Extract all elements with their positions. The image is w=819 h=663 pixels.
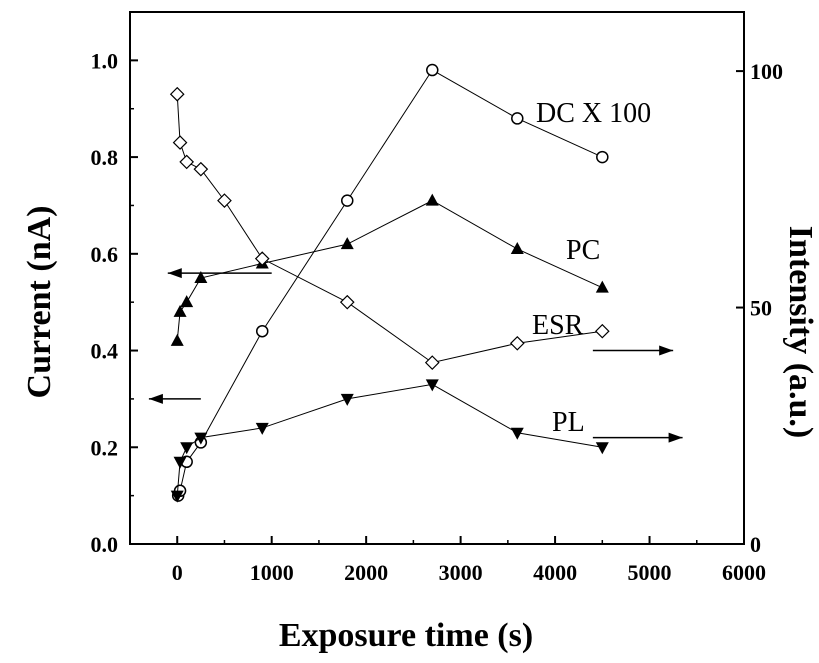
- data-point: [179, 154, 195, 170]
- data-point: [424, 355, 440, 370]
- data-point: [340, 237, 354, 250]
- data-point: [194, 271, 208, 283]
- series-layer: [169, 63, 610, 503]
- data-point: [173, 304, 187, 317]
- x-tick-label: 5000: [628, 560, 672, 585]
- plot-border: [129, 11, 745, 545]
- x-axis-title: Exposure time (s): [279, 617, 533, 654]
- data-point: [425, 379, 439, 392]
- data-point: [339, 294, 355, 310]
- data-point: [180, 442, 194, 455]
- y-tick-label: 0.4: [91, 339, 119, 364]
- series-label: PC: [566, 235, 600, 266]
- data-point: [426, 63, 439, 77]
- data-point: [595, 280, 609, 293]
- series-dc-x-100: [171, 63, 609, 502]
- data-point: [509, 335, 525, 351]
- series-label: ESR: [532, 310, 584, 341]
- y2-tick-label: 50: [750, 296, 772, 321]
- data-point: [194, 432, 208, 445]
- data-point: [341, 194, 354, 207]
- data-point: [340, 393, 354, 406]
- y-tick-label: 0.8: [91, 145, 119, 170]
- data-point: [172, 135, 188, 150]
- axis-indicator-arrow: [148, 393, 201, 404]
- data-point: [595, 442, 609, 455]
- x-tick-label: 4000: [533, 560, 577, 585]
- x-tick-label: 1000: [250, 560, 294, 585]
- series-line: [176, 383, 603, 496]
- x-tick-label: 2000: [344, 560, 388, 585]
- arrow-head: [659, 345, 674, 356]
- data-point: [193, 161, 209, 177]
- data-point: [170, 333, 184, 346]
- axis-ticks: 0 1000 2000 3000 4000 5000 60000.00.20.40.60.8…: [91, 11, 783, 585]
- data-point: [596, 150, 609, 164]
- y-axis-title: Current (nA): [21, 206, 58, 399]
- x-tick-label: 0: [172, 560, 183, 585]
- x-tick-label: 3000: [439, 560, 483, 585]
- axis-indicator-arrow: [592, 345, 674, 356]
- data-point: [594, 323, 610, 339]
- series-line: [176, 94, 603, 364]
- data-point: [255, 324, 269, 338]
- arrow-head: [148, 393, 163, 404]
- data-point: [511, 112, 524, 125]
- data-point: [180, 295, 194, 308]
- data-point: [255, 422, 269, 435]
- arrow-head: [167, 268, 182, 279]
- y2-axis-title: Intensity (a.u.): [782, 226, 819, 439]
- series-label: DC X 100: [536, 98, 651, 129]
- data-point: [510, 427, 524, 440]
- y2-tick-label: 0: [750, 532, 761, 557]
- series-label: PL: [552, 407, 585, 438]
- axis-indicator-arrows: [148, 268, 683, 443]
- y-tick-label: 1.0: [91, 48, 119, 73]
- data-point: [510, 241, 524, 254]
- y-tick-label: 0.2: [91, 435, 119, 460]
- data-point: [173, 456, 187, 469]
- x-tick-label: 6000: [722, 560, 766, 585]
- series-labels: DC X 100 PC ESR PL: [532, 98, 651, 438]
- data-point: [425, 193, 439, 206]
- axis-indicator-arrow: [167, 268, 272, 279]
- y2-tick-label: 100: [750, 59, 783, 84]
- y-tick-label: 0.6: [91, 242, 119, 267]
- series-line: [177, 69, 603, 496]
- data-point: [169, 86, 185, 102]
- y-tick-label: 0.0: [91, 532, 119, 557]
- arrow-head: [668, 432, 683, 443]
- data-point: [170, 490, 184, 503]
- series-pl: [170, 379, 609, 503]
- series-esr: [169, 86, 610, 370]
- plot-frame: [129, 11, 745, 545]
- data-point: [254, 251, 270, 267]
- data-point: [217, 193, 232, 208]
- axis-indicator-arrow: [592, 432, 683, 443]
